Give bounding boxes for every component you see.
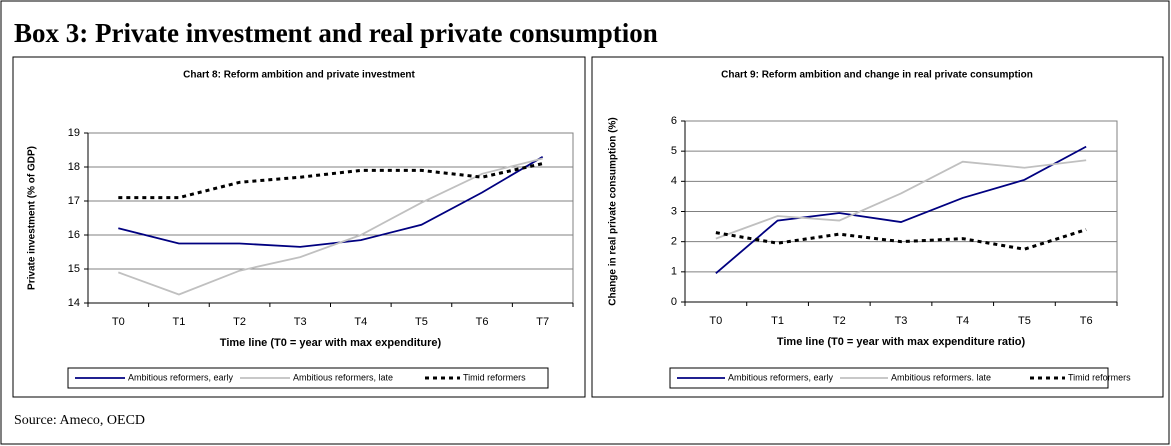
legend-box — [67, 367, 549, 389]
x-tick-label: T6 — [476, 316, 489, 328]
legend-label: Timid reformers — [1068, 372, 1131, 382]
y-tick-label: 19 — [68, 127, 80, 139]
y-tick-label: 0 — [671, 296, 677, 308]
y-tick-label: 17 — [68, 195, 80, 207]
legend-label: Timid reformers — [463, 372, 526, 382]
chart-title: Chart 8: Reform ambition and private inv… — [183, 70, 415, 81]
x-tick-label: T4 — [354, 316, 367, 328]
y-axis-label: Private investment (% of GDP) — [27, 146, 38, 290]
y-tick-label: 16 — [68, 229, 80, 241]
x-tick-label: T3 — [895, 315, 908, 327]
y-tick-label: 15 — [68, 263, 80, 275]
y-tick-label: 3 — [671, 205, 677, 217]
legend-label: Ambitious reformers, early — [728, 372, 834, 382]
x-tick-label: T1 — [771, 315, 784, 327]
chart-title: Chart 9: Reform ambition and change in r… — [721, 70, 1033, 81]
legend-box — [669, 367, 1109, 389]
y-tick-label: 14 — [68, 297, 80, 309]
x-axis-label: Time line (T0 = year with max expenditur… — [220, 337, 442, 349]
x-tick-label: T4 — [956, 315, 969, 327]
box-title: Box 3: Private investment and real priva… — [14, 18, 658, 48]
y-tick-label: 4 — [671, 175, 677, 187]
series-line — [715, 145, 1087, 275]
series-line — [715, 159, 1087, 240]
y-tick-label: 1 — [671, 266, 677, 278]
y-tick-label: 2 — [671, 236, 677, 248]
legend-label: Ambitious reformers. late — [891, 372, 991, 382]
x-tick-label: T5 — [1018, 315, 1031, 327]
x-axis-label: Time line (T0 = year with max expenditur… — [777, 336, 1026, 348]
y-axis-label: Change in real private consumption (%) — [608, 117, 619, 305]
legend-label: Ambitious reformers, early — [128, 372, 234, 382]
series-line — [118, 157, 543, 296]
series-line — [715, 228, 1087, 251]
x-tick-label: T2 — [833, 315, 846, 327]
x-tick-label: T6 — [1080, 315, 1093, 327]
x-tick-label: T7 — [536, 316, 549, 328]
x-tick-label: T5 — [415, 316, 428, 328]
x-tick-label: T0 — [112, 316, 125, 328]
x-tick-label: T1 — [173, 316, 186, 328]
x-tick-label: T0 — [709, 315, 722, 327]
x-tick-label: T2 — [233, 316, 246, 328]
legend-label: Ambitious reformers, late — [293, 372, 393, 382]
y-tick-label: 5 — [671, 145, 677, 157]
x-tick-label: T3 — [294, 316, 307, 328]
y-tick-label: 6 — [671, 115, 677, 127]
source: Source: Ameco, OECD — [14, 413, 145, 428]
y-tick-label: 18 — [68, 161, 80, 173]
series-line — [118, 156, 544, 248]
plot-area — [87, 132, 574, 304]
